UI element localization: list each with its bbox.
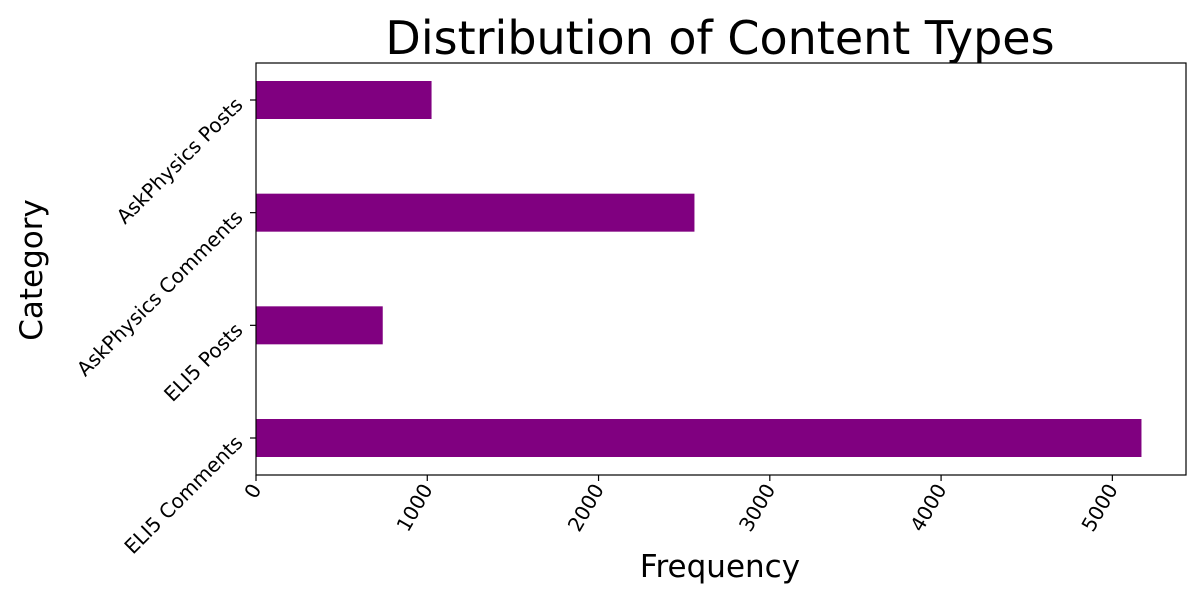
y-tick-label: ELI5 Posts [159, 318, 247, 406]
y-axis-label: Category [14, 199, 50, 341]
y-tick-label: ELI5 Comments [119, 431, 247, 559]
x-tick-label: 1000 [391, 480, 437, 536]
bar-askphysics-comments [256, 193, 695, 232]
x-tick-label: 2000 [563, 480, 609, 536]
x-tick-label: 5000 [1076, 480, 1122, 536]
bars-group [256, 81, 1142, 457]
x-tick-label: 4000 [905, 480, 951, 536]
bar-askphysics-posts [256, 81, 432, 119]
chart-title: Distribution of Content Types [385, 11, 1054, 65]
plot-frame [255, 62, 1187, 476]
x-axis-label: Frequency [640, 549, 800, 585]
bar-eli5-comments [256, 419, 1142, 457]
bar-eli5-posts [256, 306, 383, 345]
x-tick-label: 3000 [734, 480, 780, 536]
x-axis-ticks: 0 1000 2000 3000 4000 5000 [239, 475, 1123, 536]
x-tick-label: 0 [239, 480, 266, 503]
